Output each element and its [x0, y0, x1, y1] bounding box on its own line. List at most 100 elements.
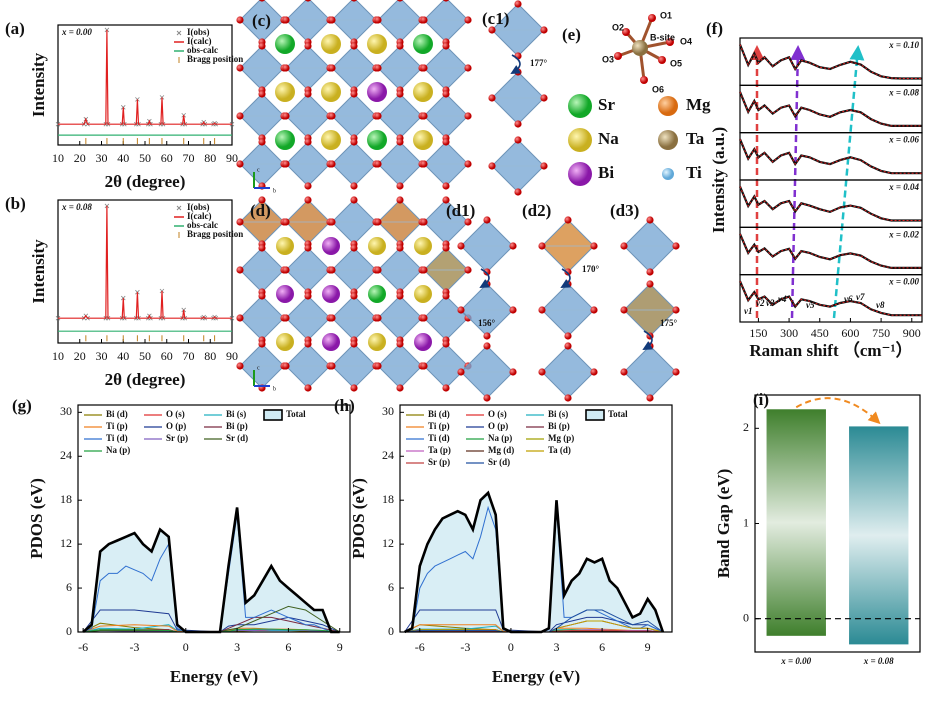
x-axis-label: Energy (eV) [492, 667, 580, 686]
legend-label: Ti (p) [106, 421, 128, 431]
label: b [273, 188, 276, 194]
series-label: x = 0.02 [888, 229, 919, 239]
panel-label: (h) [334, 396, 355, 415]
legend-swatch [176, 30, 182, 36]
oxygen [259, 0, 265, 2]
oxygen [564, 332, 572, 340]
oxygen [540, 94, 548, 102]
oxygen [304, 384, 312, 392]
oxygen [282, 112, 290, 120]
oxygen [374, 160, 382, 168]
oxygen [538, 368, 546, 376]
oxygen [328, 16, 336, 24]
oxygen [457, 368, 465, 376]
legend-label: Ta (d) [548, 445, 571, 455]
oxygen [457, 242, 465, 250]
legend-label: I(obs) [187, 202, 210, 212]
oxygen [328, 64, 336, 72]
legend-label: Mg (d) [488, 445, 514, 455]
site-label: O6 [652, 84, 664, 94]
total-area [83, 507, 340, 632]
spectrum [738, 233, 922, 269]
oxygen [622, 28, 630, 36]
oxygen [646, 394, 654, 402]
x-tick-label: 40 [117, 349, 129, 363]
atom [413, 130, 433, 150]
atom [321, 130, 341, 150]
oxygen [282, 64, 290, 72]
oxygen [350, 340, 358, 348]
oxygen [304, 182, 312, 190]
atom [275, 34, 295, 54]
oxygen [464, 266, 472, 274]
oxygen [328, 266, 336, 274]
series-label: x = 0.06 [888, 135, 919, 145]
octahedron [331, 0, 377, 43]
oxygen [443, 0, 449, 2]
legend-swatch [263, 409, 283, 421]
atom [413, 34, 433, 54]
y-tick-label: 2 [743, 420, 749, 434]
subplot-frame [739, 274, 923, 323]
oxygen [672, 306, 680, 314]
oxygen [282, 218, 290, 226]
oxygen [304, 42, 312, 50]
mode-label: ν4 [778, 294, 787, 304]
legend-label: Bi (p) [226, 421, 248, 431]
oxygen [258, 42, 266, 50]
oxygen [236, 64, 244, 72]
x-tick-label: 60 [161, 151, 173, 165]
oxygen [464, 64, 472, 72]
angle-label: 170° [582, 264, 600, 274]
legend-label: Bi (p) [548, 421, 570, 431]
oxygen [509, 306, 517, 314]
legend-label: obs-calc [187, 45, 218, 55]
oxygen [488, 94, 496, 102]
oxygen [374, 218, 382, 226]
legend-label: I(calc) [187, 211, 212, 221]
x-tick-label: 70 [183, 151, 195, 165]
oxygen [457, 306, 465, 314]
oxygen [236, 160, 244, 168]
angle-arc [479, 268, 491, 288]
oxygen [396, 292, 404, 300]
panel-label: (d) [250, 201, 271, 220]
plot-frame [77, 404, 351, 633]
oxygen [236, 16, 244, 24]
atom [322, 285, 340, 303]
oxygen [514, 136, 522, 144]
angle-arc [560, 268, 572, 288]
oxygen [282, 16, 290, 24]
x-tick-label: x = 0.00 [780, 656, 811, 666]
oxygen [514, 188, 522, 196]
y-axis-label: PDOS (eV) [349, 478, 368, 559]
oxygen [420, 64, 428, 72]
element-label: Sr [598, 95, 615, 114]
atom [322, 237, 340, 255]
x-tick-label: 50 [139, 151, 151, 165]
x-tick-label: 3 [234, 640, 240, 654]
y-tick-label: 0 [388, 624, 394, 638]
atom [367, 82, 387, 102]
legend-label: Ti (d) [428, 433, 450, 443]
label: c [257, 167, 260, 173]
oxygen [540, 162, 548, 170]
legend-label: Sr (p) [166, 433, 188, 443]
element-label: Mg [686, 95, 711, 114]
octahedron [285, 0, 331, 43]
spectrum [738, 91, 922, 127]
oxygen [420, 16, 428, 24]
legend-label: Na (p) [106, 445, 130, 455]
legend-swatch [585, 409, 605, 421]
trend-arrow [795, 397, 881, 425]
oxygen [420, 266, 428, 274]
panel-label: (c) [252, 11, 271, 30]
oxygen [396, 340, 404, 348]
bar [766, 409, 826, 636]
oxygen [442, 182, 450, 190]
panel-label: (d1) [446, 201, 475, 220]
oxygen [304, 292, 312, 300]
oxygen [304, 244, 312, 252]
oxygen [564, 394, 572, 402]
